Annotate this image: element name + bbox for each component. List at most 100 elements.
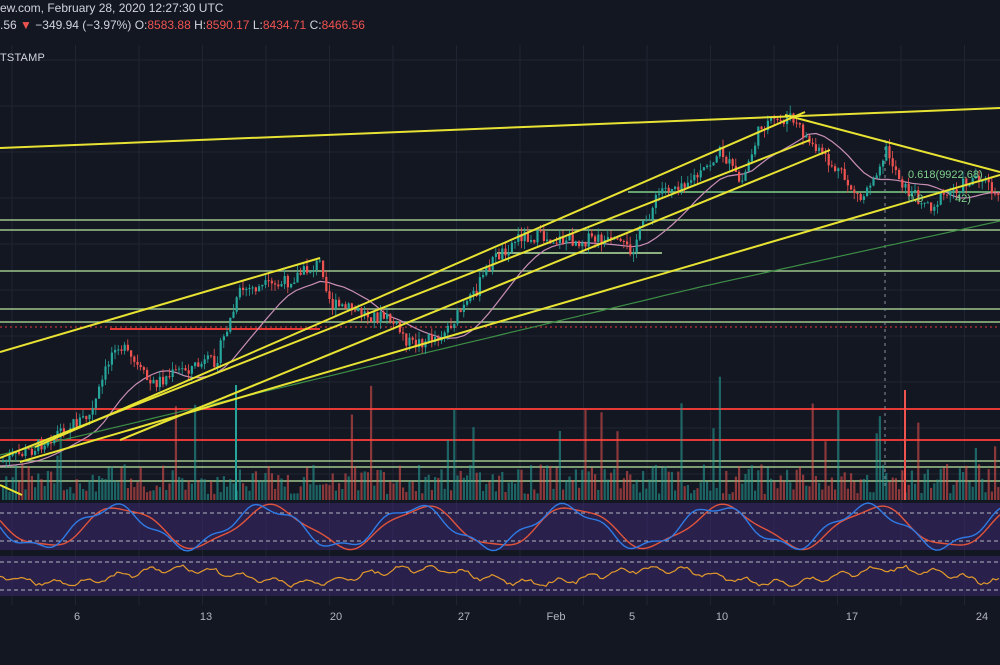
candle-body xyxy=(821,147,824,153)
candle-body xyxy=(245,288,248,290)
volume-bar xyxy=(296,493,299,500)
candle-body xyxy=(226,331,229,337)
volume-bar xyxy=(898,489,901,500)
candle-body xyxy=(776,118,779,120)
volume-bar xyxy=(162,465,165,500)
trendlines[interactable] xyxy=(0,107,1000,496)
volume-bar xyxy=(786,469,789,500)
candle-body xyxy=(459,310,462,312)
stochastic-panel xyxy=(0,502,1000,552)
volume-bar xyxy=(2,486,5,500)
volume-bar xyxy=(933,483,936,500)
candle-body xyxy=(187,370,190,374)
volume-bar xyxy=(587,471,590,500)
candle-body xyxy=(357,308,360,312)
candle-body xyxy=(978,175,981,182)
candle-body xyxy=(219,340,222,364)
volume-bar xyxy=(376,470,379,500)
volume-bar xyxy=(920,492,923,500)
candle-body xyxy=(702,167,705,171)
candle-body xyxy=(590,233,593,237)
candle-body xyxy=(334,299,337,309)
volume-bar xyxy=(642,470,645,500)
volume-bar xyxy=(939,468,942,500)
volume-bar xyxy=(744,473,747,500)
candle-body xyxy=(798,123,801,125)
candle-body xyxy=(898,170,901,180)
stoch-k-line xyxy=(0,502,1000,552)
trendline xyxy=(0,107,1000,149)
volume-bar xyxy=(56,455,59,500)
candle-body xyxy=(27,448,30,450)
volume-bar xyxy=(219,492,222,500)
candle-body xyxy=(990,182,993,194)
source-text: ew.com, February 28, 2020 12:27:30 UTC xyxy=(0,1,224,15)
volume-bar xyxy=(664,466,667,500)
volume-bar xyxy=(962,472,965,500)
candle-body xyxy=(699,170,702,178)
candle-body xyxy=(382,312,385,319)
candle-body xyxy=(312,269,315,272)
candle-body xyxy=(34,450,37,455)
candle-body xyxy=(181,368,184,370)
volume-bar xyxy=(322,484,325,500)
candle-body xyxy=(270,280,273,284)
volume-bar xyxy=(40,479,43,500)
candle-body xyxy=(8,455,11,461)
header-price-line: .56 ▼ −349.94 (−3.97%) O:8583.88 H:8590.… xyxy=(0,17,1000,34)
volume-bar xyxy=(824,441,827,500)
volume-bar xyxy=(152,490,155,500)
volume-bar xyxy=(584,409,587,500)
candle-body xyxy=(629,244,632,255)
volume-bar xyxy=(11,477,14,500)
candle-body xyxy=(229,317,232,332)
volume-bar xyxy=(520,469,523,500)
volume-bar xyxy=(696,488,699,500)
candle-body xyxy=(165,376,168,385)
candle-body xyxy=(286,275,289,288)
candle-body xyxy=(472,290,475,295)
candle-body xyxy=(456,310,459,324)
volume-bar xyxy=(146,492,149,500)
volume-bar xyxy=(27,466,30,500)
fib-labels: 0.618(9922.68) 0.8 42) xyxy=(908,169,983,205)
volume-bar xyxy=(75,479,78,500)
candle-body xyxy=(338,299,341,307)
volume-bar xyxy=(120,467,123,500)
candle-body xyxy=(910,191,913,197)
fib-label-786b: 42) xyxy=(955,193,971,205)
candle-body xyxy=(974,175,977,179)
candle-body xyxy=(626,241,629,245)
candle-body xyxy=(446,325,449,333)
volume-bar xyxy=(210,481,213,500)
candle-body xyxy=(110,352,113,365)
volume-bar xyxy=(482,490,485,500)
volume-bar xyxy=(581,469,584,500)
volume-bar xyxy=(638,492,641,500)
candle-body xyxy=(571,234,574,246)
volume-bar xyxy=(514,483,517,500)
ma-pink-line xyxy=(0,132,1000,467)
down-arrow-icon: ▼ xyxy=(20,18,32,32)
volume-bar xyxy=(658,493,661,500)
candle-body xyxy=(645,219,648,221)
volume-bar xyxy=(53,483,56,500)
volume-bar xyxy=(546,465,549,500)
volume-bar xyxy=(181,478,184,500)
volume-bar xyxy=(78,483,81,500)
volume-bar xyxy=(453,409,456,500)
volume-bar xyxy=(773,481,776,500)
candle-body xyxy=(901,179,904,188)
candle-body xyxy=(514,241,517,243)
candle-body xyxy=(862,196,865,200)
candle-body xyxy=(251,287,254,289)
candle-body xyxy=(706,165,709,168)
volume-bar xyxy=(469,465,472,500)
volume-bar xyxy=(648,479,651,500)
candle-body xyxy=(216,363,219,367)
volume-bar xyxy=(114,480,117,500)
volume-bar xyxy=(578,487,581,500)
candle-body xyxy=(379,312,382,323)
